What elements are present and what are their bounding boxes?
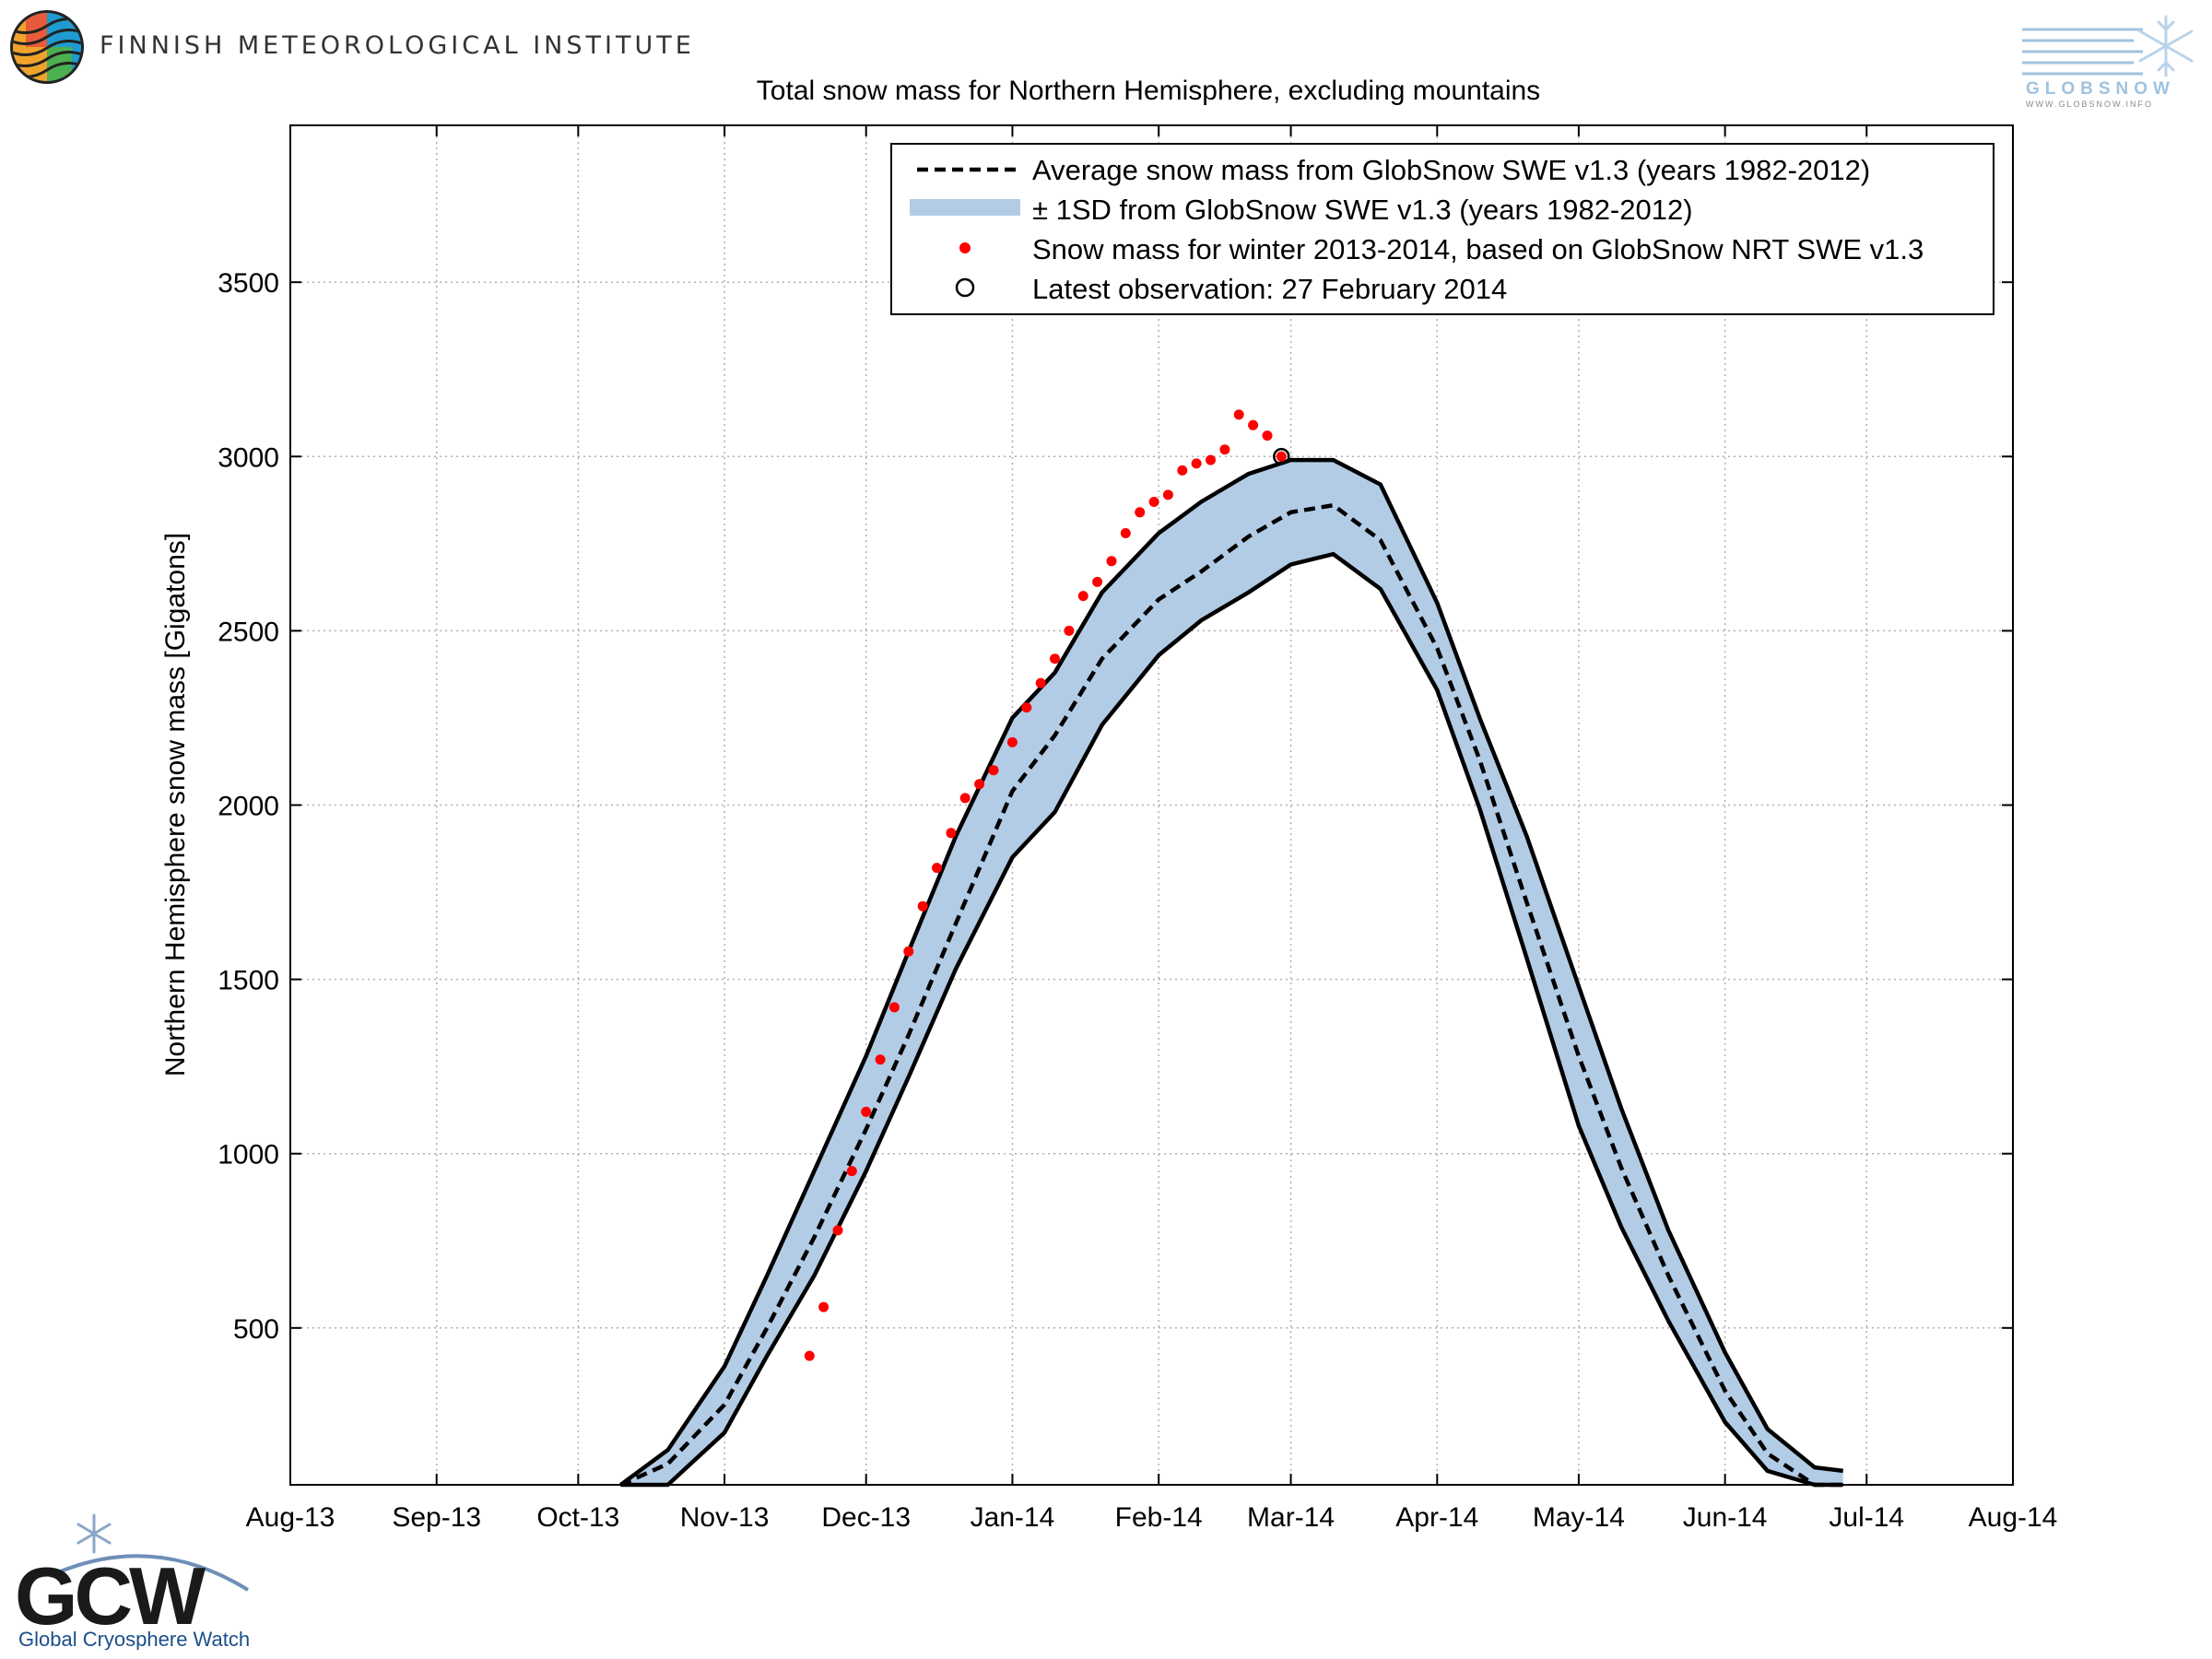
x-tick-label: Jul-14 [1829, 1502, 1904, 1533]
fmi-logo [10, 10, 84, 84]
observed-point [988, 765, 999, 776]
observed-point [1021, 702, 1032, 713]
observed-point [917, 900, 928, 912]
latest-observation-marker [1273, 448, 1290, 465]
y-tick-label: 500 [233, 1314, 279, 1345]
x-tick-label: May-14 [1533, 1502, 1625, 1533]
observed-point [903, 946, 914, 957]
y-tick-label: 1500 [218, 966, 279, 996]
legend-label-latest: Latest observation: 27 February 2014 [1032, 273, 1507, 305]
observed-point [1006, 736, 1018, 747]
y-axis-label: Northern Hemisphere snow mass [Gigatons] [160, 533, 191, 1077]
x-tick-label: Oct-13 [536, 1502, 619, 1533]
legend-label-band: ± 1SD from GlobSnow SWE v1.3 (years 1982… [1032, 194, 1693, 226]
x-tick-label: Dec-13 [821, 1502, 911, 1533]
upper-sd-line [619, 457, 1843, 1487]
x-tick-label: Jun-14 [1683, 1502, 1768, 1533]
observed-point [1177, 465, 1188, 476]
observed-point [818, 1301, 830, 1312]
observed-point [1092, 576, 1103, 587]
sd-band [620, 460, 1843, 1486]
grid-lines [290, 125, 2013, 1485]
x-tick-label: Jan-14 [971, 1502, 1055, 1533]
observed-point [1248, 419, 1259, 430]
observed-point [1219, 444, 1230, 455]
observed-point [875, 1054, 886, 1065]
observed-point [888, 1002, 900, 1013]
y-tick-labels: 500 1000 1500 2000 2500 3000 3500 [218, 268, 279, 1345]
observed-point [1064, 625, 1075, 636]
legend-swatch-observed [959, 242, 971, 253]
x-tick-label: Aug-13 [246, 1502, 335, 1533]
observed-point [1162, 489, 1173, 500]
x-tick-label: Nov-13 [680, 1502, 770, 1533]
legend-swatch-latest [955, 277, 975, 298]
observed-point [1206, 454, 1216, 465]
y-tick-label: 2500 [218, 617, 279, 647]
legend: Average snow mass from GlobSnow SWE v1.3… [890, 143, 1994, 315]
observed-point [832, 1225, 843, 1236]
observed-point [974, 779, 985, 790]
observed-point [1106, 556, 1117, 567]
fmi-name: FINNISH METEOROLOGICAL INSTITUTE [100, 31, 695, 60]
y-tick-label: 1000 [218, 1140, 279, 1171]
observed-point [946, 828, 957, 839]
series-layer [619, 409, 1843, 1488]
chart-title: Total snow mass for Northern Hemisphere,… [757, 76, 1540, 106]
observed-point [1276, 451, 1287, 462]
observed-point [804, 1350, 815, 1361]
observed-point [1135, 507, 1146, 518]
legend-box [890, 143, 1994, 315]
legend-swatch-band [910, 199, 1020, 216]
y-tick-label: 3500 [218, 268, 279, 299]
observed-point [1035, 677, 1046, 688]
observed-points [804, 409, 1287, 1361]
x-tick-label: Aug-14 [1969, 1502, 2058, 1533]
axis-ticks [289, 125, 2014, 1485]
legend-label-observed: Snow mass for winter 2013-2014, based on… [1032, 233, 1924, 265]
observed-point [1148, 497, 1159, 507]
plot-frame [289, 124, 2014, 1486]
observed-point [959, 793, 971, 804]
observed-point [1120, 528, 1131, 538]
observed-point [1191, 458, 1202, 469]
gcw-name: Global Cryosphere Watch [18, 1628, 250, 1650]
globsnow-url: WWW.GLOBSNOW.INFO [2026, 100, 2153, 109]
observed-point [932, 863, 942, 874]
x-tick-label: Mar-14 [1247, 1502, 1335, 1533]
y-tick-label: 2000 [218, 792, 279, 822]
observed-point [1233, 409, 1244, 420]
observed-point [1077, 591, 1088, 602]
globsnow-logo: GLOBSNOW WWW.GLOBSNOW.INFO [2022, 15, 2194, 109]
observed-point [1050, 653, 1060, 665]
x-tick-label: Feb-14 [1115, 1502, 1203, 1533]
legend-label-average: Average snow mass from GlobSnow SWE v1.3… [1032, 154, 1870, 186]
lower-sd-line [620, 551, 1843, 1488]
observed-point [861, 1106, 872, 1117]
x-tick-label: Sep-13 [392, 1502, 481, 1533]
y-tick-label: 3000 [218, 442, 279, 473]
x-tick-labels: Aug-13 Sep-13 Oct-13 Nov-13 Dec-13 Jan-14 Feb-… [246, 1502, 2058, 1533]
x-tick-label: Apr-14 [1395, 1502, 1478, 1533]
observed-point [1262, 430, 1273, 441]
globsnow-text: GLOBSNOW [2026, 79, 2175, 99]
gcw-logo: GCW Global Cryosphere Watch [15, 1513, 250, 1650]
average-dashed-line [619, 502, 1843, 1488]
observed-point [846, 1166, 857, 1177]
gcw-letters: GCW [15, 1550, 206, 1641]
